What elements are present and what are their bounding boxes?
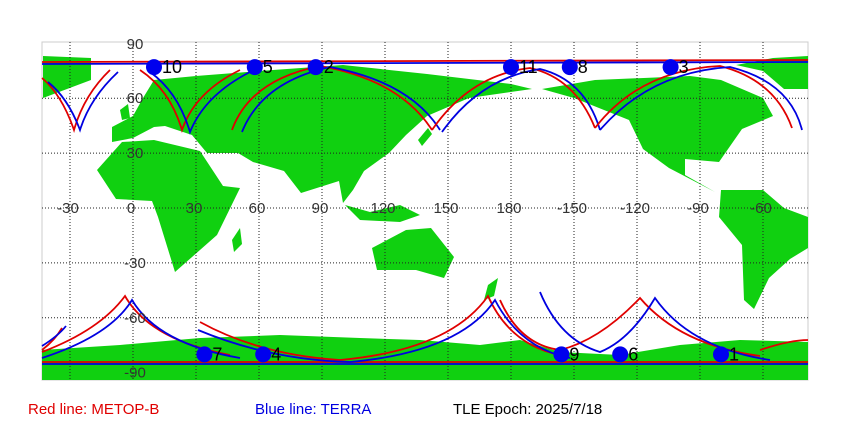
tle-epoch: TLE Epoch: 2025/7/18 bbox=[453, 401, 602, 418]
lat-label: -60 bbox=[124, 310, 146, 327]
satellite-label: 8 bbox=[578, 57, 588, 77]
lat-label: 60 bbox=[127, 90, 144, 107]
tracks bbox=[41, 59, 809, 365]
legend-red: Red line: METOP-B bbox=[28, 401, 159, 418]
lon-label: -90 bbox=[687, 200, 709, 217]
lon-label: 150 bbox=[433, 200, 458, 217]
satellite-dot bbox=[307, 59, 324, 76]
satellite-dot bbox=[553, 346, 570, 363]
lat-label: 90 bbox=[127, 36, 144, 53]
satellite-dot bbox=[713, 346, 729, 363]
lon-label: -60 bbox=[750, 200, 772, 217]
satellite-label: 7 bbox=[212, 344, 222, 364]
satellite-dot bbox=[146, 59, 162, 76]
lon-label: 60 bbox=[249, 200, 266, 217]
lon-label: 30 bbox=[186, 200, 203, 217]
land bbox=[42, 56, 808, 380]
lon-label: 0 bbox=[127, 200, 135, 217]
satellite-label: 10 bbox=[162, 57, 182, 77]
coordinate-labels: -30 0 30 60 90 120 150 180 -150 -120 -90 -60 90 60 30 -… bbox=[57, 36, 772, 382]
satellite-label: 4 bbox=[271, 344, 281, 364]
graticule bbox=[42, 42, 808, 380]
satellite-label: 3 bbox=[679, 57, 689, 77]
lon-label: 180 bbox=[496, 200, 521, 217]
satellite-dot bbox=[255, 346, 272, 363]
satellite-dot bbox=[246, 59, 263, 76]
satellite-dot bbox=[196, 346, 213, 363]
satellite-label: 5 bbox=[263, 57, 273, 77]
satellite-label: 11 bbox=[519, 57, 538, 77]
satellite-label: 2 bbox=[324, 57, 334, 77]
satellite-label: 1 bbox=[729, 344, 739, 364]
satellite-dot bbox=[503, 59, 519, 76]
satellite-label: 6 bbox=[628, 344, 638, 364]
satellite-label: 9 bbox=[569, 344, 579, 364]
legend-blue: Blue line: TERRA bbox=[255, 401, 371, 418]
lat-label: -30 bbox=[124, 255, 146, 272]
satellite-dot bbox=[612, 346, 629, 363]
lon-label: 120 bbox=[370, 200, 395, 217]
lat-label: 30 bbox=[127, 145, 144, 162]
satellite-positions: 10 5 2 11 8 3 7 4 9 6 1 bbox=[146, 57, 739, 364]
satellite-dot bbox=[662, 59, 679, 76]
lat-label: -90 bbox=[124, 365, 146, 382]
lon-label: -30 bbox=[57, 200, 79, 217]
lon-label: 90 bbox=[312, 200, 329, 217]
lon-label: -150 bbox=[557, 200, 587, 217]
lon-label: -120 bbox=[620, 200, 650, 217]
satellite-dot bbox=[561, 59, 578, 76]
